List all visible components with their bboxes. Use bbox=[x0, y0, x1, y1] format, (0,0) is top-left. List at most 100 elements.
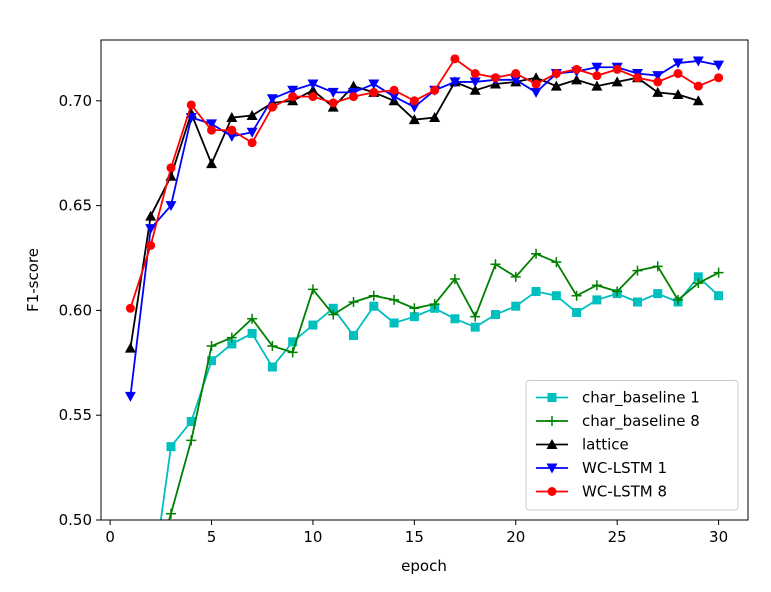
x-tick-label: 30 bbox=[709, 528, 728, 546]
marker bbox=[165, 201, 177, 212]
legend-label: char_baseline 1 bbox=[582, 389, 700, 408]
marker bbox=[328, 303, 338, 313]
marker bbox=[307, 79, 319, 90]
marker bbox=[632, 297, 642, 307]
marker bbox=[713, 267, 724, 278]
marker bbox=[186, 416, 196, 426]
marker bbox=[409, 96, 419, 106]
marker bbox=[146, 240, 156, 250]
marker bbox=[287, 347, 298, 358]
x-tick-label: 25 bbox=[608, 528, 627, 546]
marker bbox=[349, 331, 359, 341]
marker bbox=[408, 102, 420, 113]
marker bbox=[511, 69, 521, 79]
marker bbox=[510, 271, 521, 282]
marker bbox=[165, 508, 176, 519]
series-line bbox=[129, 60, 719, 397]
marker bbox=[266, 94, 278, 105]
marker bbox=[693, 81, 703, 91]
marker bbox=[612, 286, 623, 297]
marker bbox=[632, 73, 642, 83]
marker bbox=[470, 69, 480, 79]
y-axis-label: F1-score bbox=[24, 248, 42, 312]
marker bbox=[145, 224, 157, 235]
marker bbox=[531, 287, 541, 297]
marker bbox=[571, 290, 582, 301]
marker bbox=[246, 127, 258, 138]
marker bbox=[591, 62, 603, 73]
marker bbox=[470, 311, 481, 322]
marker bbox=[369, 87, 379, 97]
marker bbox=[124, 342, 136, 353]
marker bbox=[547, 393, 557, 402]
x-tick-label: 10 bbox=[303, 528, 322, 546]
legend: char_baseline 1 char_baseline 8 lattice WC-… bbox=[525, 380, 739, 511]
marker bbox=[693, 272, 703, 282]
marker bbox=[389, 318, 399, 328]
marker bbox=[348, 297, 359, 308]
y-tick-label: 0.50 bbox=[59, 511, 92, 529]
marker bbox=[450, 54, 460, 64]
marker bbox=[227, 125, 237, 135]
marker bbox=[349, 92, 359, 102]
marker bbox=[226, 112, 238, 123]
marker bbox=[612, 64, 622, 74]
marker bbox=[490, 73, 500, 83]
marker bbox=[653, 77, 663, 87]
marker bbox=[672, 58, 684, 69]
marker bbox=[247, 328, 257, 338]
marker bbox=[267, 341, 278, 352]
marker bbox=[653, 289, 663, 299]
marker bbox=[186, 100, 196, 110]
x-tick-label: 0 bbox=[105, 528, 115, 546]
marker bbox=[247, 138, 257, 148]
y-tick-label: 0.70 bbox=[59, 92, 92, 110]
marker bbox=[673, 294, 684, 305]
marker bbox=[572, 307, 582, 317]
marker bbox=[145, 210, 157, 221]
marker bbox=[693, 278, 704, 289]
marker bbox=[672, 88, 684, 99]
marker bbox=[429, 299, 440, 310]
marker bbox=[206, 341, 217, 352]
marker bbox=[449, 273, 460, 284]
marker bbox=[409, 303, 420, 314]
marker bbox=[226, 332, 237, 343]
marker bbox=[368, 79, 380, 90]
marker bbox=[714, 291, 724, 301]
marker bbox=[652, 261, 663, 272]
marker bbox=[247, 313, 258, 324]
marker bbox=[246, 109, 258, 120]
marker bbox=[166, 163, 176, 173]
marker bbox=[547, 416, 557, 426]
marker bbox=[207, 125, 217, 135]
marker bbox=[673, 69, 683, 79]
marker bbox=[226, 131, 238, 142]
marker bbox=[389, 294, 400, 305]
marker bbox=[146, 578, 156, 588]
marker bbox=[611, 76, 623, 87]
marker bbox=[308, 92, 318, 102]
marker bbox=[591, 280, 602, 291]
marker bbox=[124, 391, 136, 402]
x-tick-label: 15 bbox=[405, 528, 424, 546]
marker bbox=[470, 322, 480, 332]
marker bbox=[551, 69, 561, 79]
legend-label: lattice bbox=[582, 436, 629, 454]
marker bbox=[652, 71, 664, 82]
marker bbox=[490, 259, 501, 270]
marker bbox=[389, 85, 399, 95]
marker bbox=[328, 98, 338, 108]
marker bbox=[490, 310, 500, 320]
marker bbox=[388, 92, 400, 103]
x-tick-label: 20 bbox=[506, 528, 525, 546]
y-tick-label: 0.60 bbox=[59, 301, 92, 319]
marker bbox=[692, 56, 704, 67]
marker bbox=[469, 77, 481, 88]
y-tick-label: 0.55 bbox=[59, 406, 92, 424]
marker bbox=[550, 80, 562, 91]
legend-label: WC-LSTM 8 bbox=[582, 483, 667, 501]
marker bbox=[551, 257, 562, 268]
marker bbox=[551, 291, 561, 301]
